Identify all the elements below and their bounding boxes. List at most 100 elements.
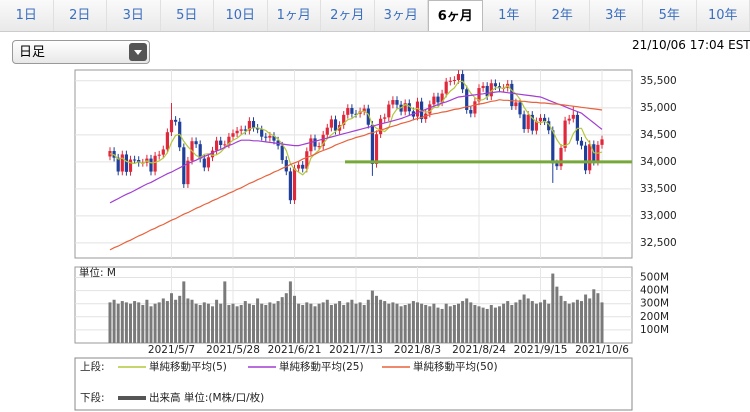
volume-bar: [362, 305, 366, 343]
candle-body: [284, 160, 288, 172]
range-tab[interactable]: 2ヶ月: [321, 0, 375, 31]
candle-body: [407, 103, 411, 112]
candle-body: [530, 114, 534, 131]
range-tab[interactable]: 5年: [643, 0, 697, 31]
candle-body: [247, 120, 251, 131]
volume-bar: [493, 307, 497, 343]
candle-body: [256, 127, 260, 130]
volume-bar: [551, 273, 555, 343]
volume-bar: [165, 301, 169, 343]
legend-text: 出来高 単位:(M株/口/枚): [149, 391, 264, 404]
volume-bar: [518, 299, 522, 343]
range-tab[interactable]: 2年: [536, 0, 590, 31]
y-tick-label: 100M: [640, 324, 669, 336]
x-tick-label: 2021/9/15: [514, 344, 568, 356]
volume-bar: [284, 293, 288, 343]
candle-body: [555, 163, 559, 167]
range-tab[interactable]: 3日: [107, 0, 161, 31]
volume-bar: [485, 308, 489, 343]
candle-body: [465, 89, 469, 110]
volume-bar: [329, 305, 333, 343]
volume-bar: [354, 303, 358, 343]
volume-bar: [301, 305, 305, 343]
range-tab[interactable]: 5日: [161, 0, 214, 31]
candle-body: [346, 108, 350, 115]
volume-bar: [526, 298, 530, 343]
candle-body: [153, 155, 157, 172]
candle-body: [280, 145, 284, 161]
candle-body: [239, 129, 243, 131]
volume-bar: [264, 305, 268, 343]
volume-bar: [543, 299, 547, 343]
candle-body: [559, 147, 563, 167]
candle-body: [510, 83, 514, 107]
volume-bar: [506, 301, 510, 343]
candle-body: [223, 144, 227, 146]
volume-bar: [358, 302, 362, 343]
volume-bar: [399, 306, 403, 343]
candle-body: [124, 154, 128, 172]
volume-bar: [256, 298, 260, 343]
range-tab[interactable]: 2日: [54, 0, 107, 31]
volume-bar: [129, 303, 132, 343]
volume-bar: [457, 303, 460, 343]
candle-body: [116, 157, 120, 172]
volume-bar: [174, 299, 178, 343]
timestamp: 21/10/06 17:04 EST: [632, 38, 750, 52]
candle-body: [268, 135, 272, 138]
volume-bar: [247, 303, 251, 343]
candle-body: [219, 140, 223, 145]
candle-body: [362, 108, 366, 112]
volume-bar: [469, 302, 473, 343]
x-tick-label: 2021/5/7: [148, 344, 195, 356]
volume-bar: [436, 307, 440, 343]
volume-bar: [112, 299, 116, 343]
x-tick-label: 2021/8/3: [394, 344, 441, 356]
range-tab[interactable]: 6ヶ月: [428, 0, 483, 31]
x-tick-label: 2021/7/13: [329, 344, 383, 356]
volume-bar: [309, 303, 313, 343]
volume-bar: [305, 302, 309, 343]
candle-body: [481, 85, 485, 89]
range-tab[interactable]: 1ヶ月: [268, 0, 321, 31]
candle-body: [174, 119, 178, 122]
candle-body: [272, 135, 276, 141]
range-tab[interactable]: 3ヶ月: [375, 0, 428, 31]
volume-bar: [370, 290, 374, 343]
candle-body: [395, 100, 399, 105]
candle-body: [526, 114, 530, 130]
candle-body: [432, 96, 436, 105]
dropdown-button[interactable]: [129, 43, 147, 61]
candle-body: [387, 104, 391, 118]
volume-bar: [559, 295, 563, 343]
y-tick-label: 34,000: [640, 156, 677, 168]
price-panel: [74, 69, 633, 259]
volume-bar: [346, 302, 350, 343]
candle-body: [366, 108, 370, 125]
volume-bar: [280, 297, 284, 343]
candle-body: [448, 80, 452, 82]
volume-bar: [120, 301, 124, 343]
range-tab[interactable]: 1年: [483, 0, 536, 31]
candle-body: [260, 129, 264, 137]
candle-body: [469, 109, 473, 114]
moving-average-line: [109, 80, 603, 176]
range-tabs: 1日 2日 3日 5日 10日 1ヶ月 2ヶ月 3ヶ月 6ヶ月 1年 2年 3年 5年 10年: [0, 0, 750, 32]
candle-body: [547, 121, 551, 131]
candle-body: [194, 141, 198, 145]
volume-bar: [473, 305, 477, 343]
volume-bar: [149, 306, 153, 343]
y-tick-label: 33,500: [640, 183, 677, 195]
volume-bar: [186, 298, 190, 343]
volume-bar: [555, 286, 559, 343]
candle-body: [538, 117, 543, 122]
interval-dropdown[interactable]: 日足: [12, 40, 150, 64]
range-tab[interactable]: 10日: [214, 0, 268, 31]
volume-bar: [411, 301, 415, 343]
volume-bar: [268, 302, 272, 343]
range-tab[interactable]: 1日: [0, 0, 54, 31]
candle-body: [379, 118, 383, 135]
volume-bar: [219, 303, 223, 343]
candle-body: [161, 149, 165, 155]
range-tab[interactable]: 3年: [590, 0, 643, 31]
